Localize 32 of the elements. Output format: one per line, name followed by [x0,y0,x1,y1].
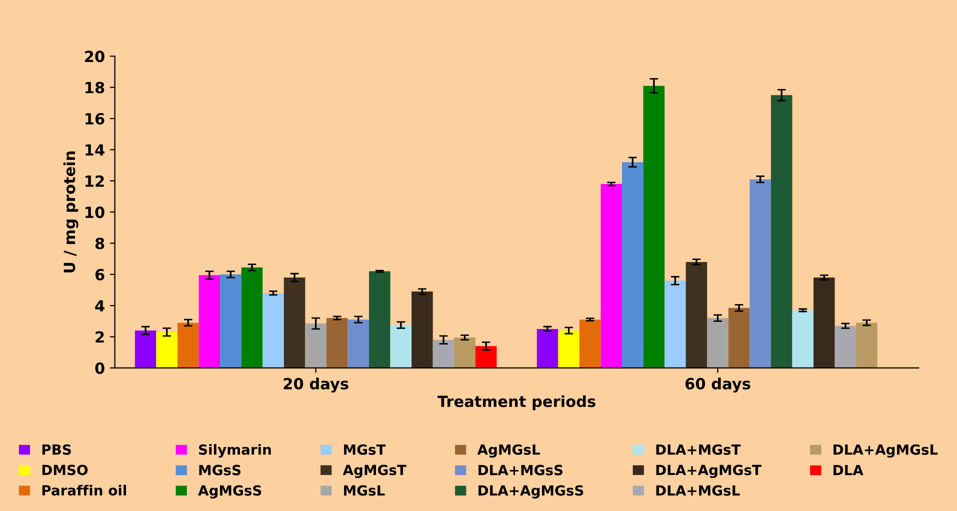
y-tick-label: 18 [86,82,104,94]
legend-label: DLA+AgMGsS [478,485,584,498]
legend-label: MGsS [199,464,240,476]
y-axis-title: U / mg protein [63,151,78,272]
legend-label: DLA [834,464,864,476]
x-tick-label: 60 days [686,378,750,393]
y-tick-label: 0 [95,362,104,374]
legend-label: DLA+MGsT [656,444,741,455]
legend-label: AgMGsS [198,485,262,498]
y-tick-label: 20 [85,50,104,62]
y-tick-label: 2 [96,331,104,343]
y-tick-label: 8 [95,238,104,250]
x-tick-label: 20 days [284,378,348,393]
y-tick-label: 6 [95,268,104,280]
legend-label: PBS [42,444,71,455]
y-tick-label: 12 [86,175,104,187]
legend-label: Silymarin [199,444,271,458]
legend-label: AgMGsT [342,464,406,478]
legend-label: DLA+MGsS [478,464,562,476]
y-tick-label: 16 [86,113,104,125]
x-axis-title: Treatment periods [438,395,596,410]
y-tick-label: 4 [95,300,104,312]
legend-label: Paraffin oil [42,484,126,496]
y-tick-label: 10 [86,206,104,218]
y-tick-label: 14 [86,144,104,156]
legend-label: AgMGsL [477,444,540,458]
legend-label: DLA+AgMGsL [834,444,938,458]
legend-label: DLA+MGsL [656,485,740,496]
legend-label: DLA+AgMGsT [656,464,762,478]
legend-label: MGsT [344,444,386,455]
legend-label: DMSO [42,464,88,476]
legend-label: MGsL [344,485,385,496]
